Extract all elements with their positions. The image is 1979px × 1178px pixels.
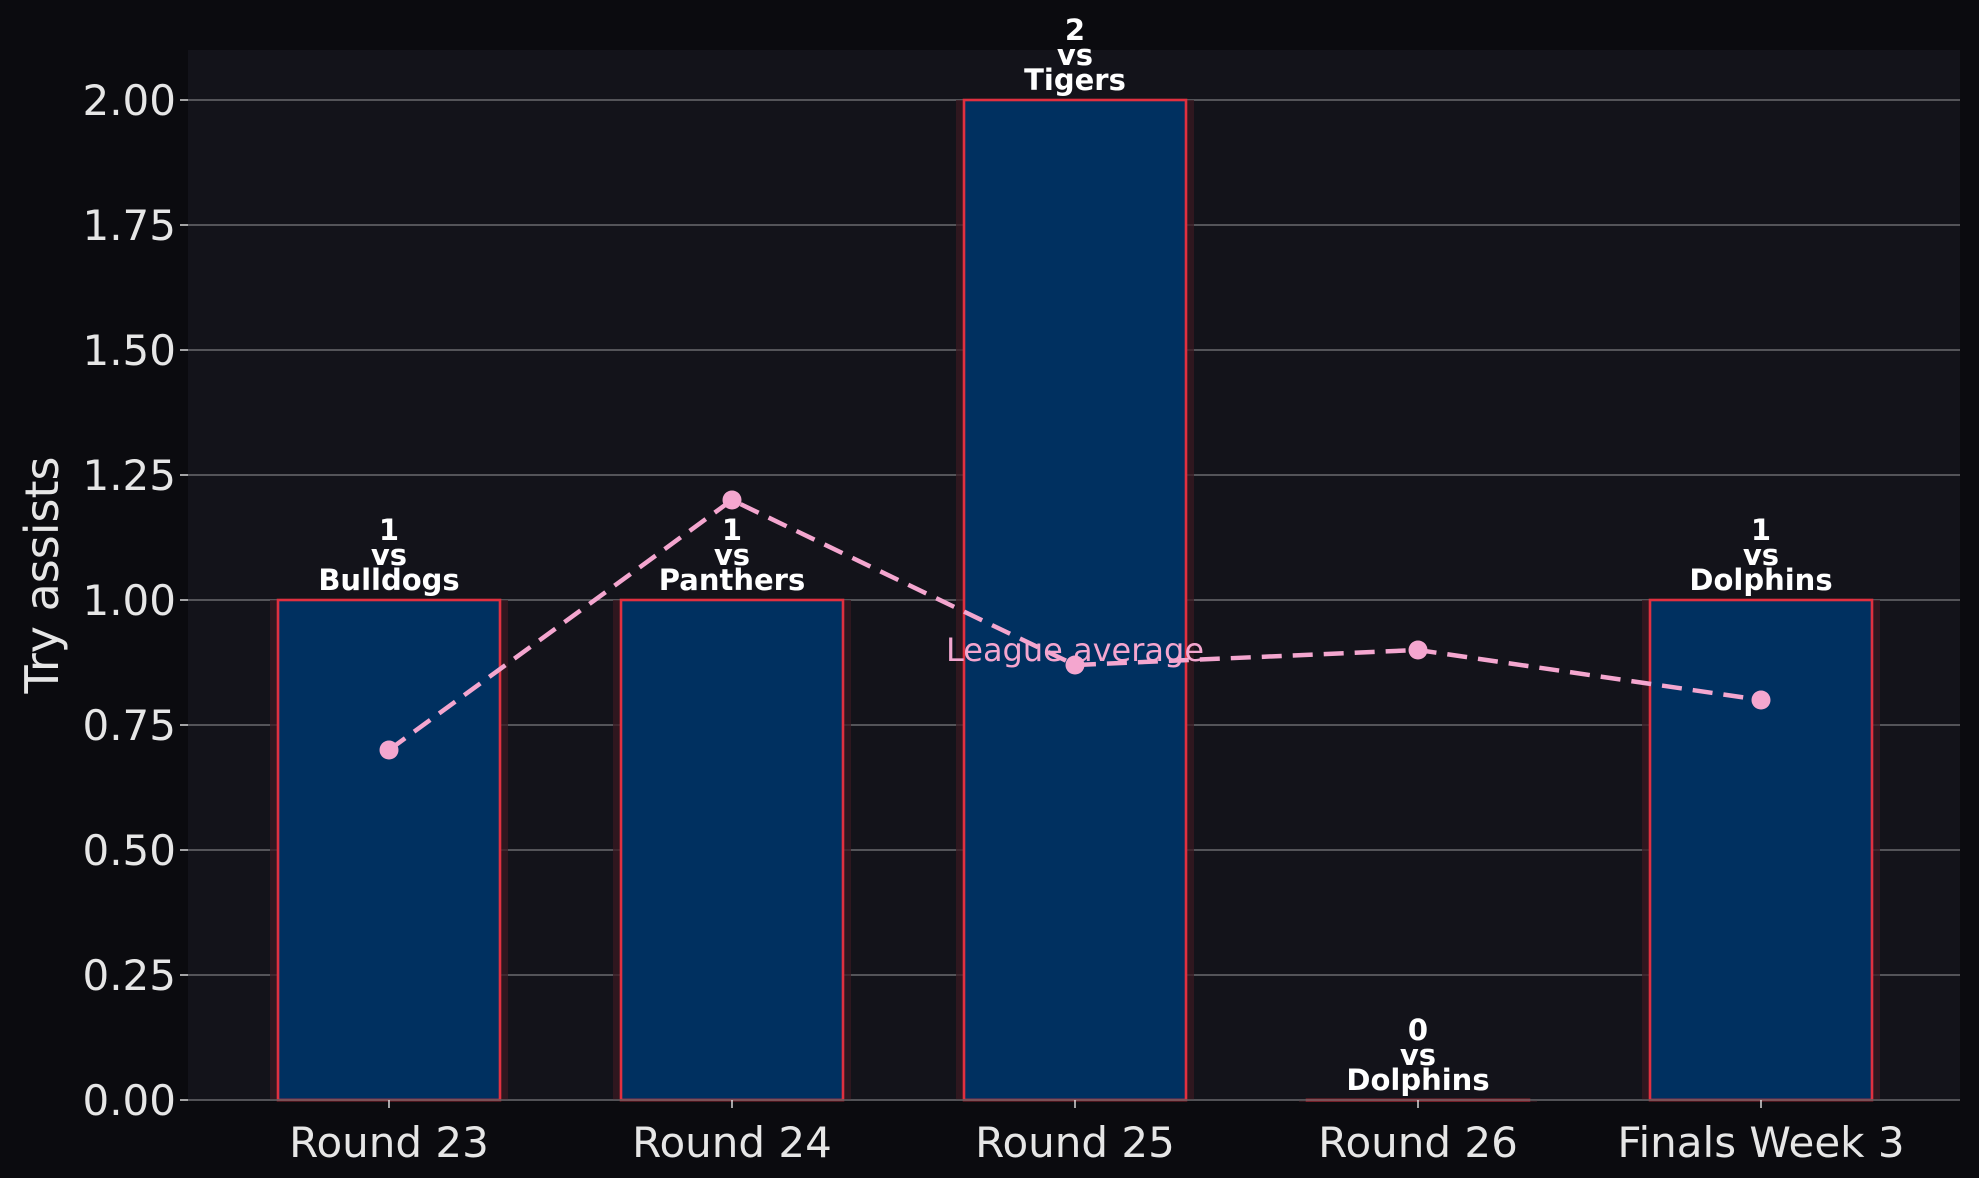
y-tick-label: 2.00 bbox=[82, 76, 176, 125]
y-tick-label: 1.75 bbox=[82, 201, 176, 250]
x-tick-label: Round 24 bbox=[632, 1118, 832, 1167]
bar-opponent-label: Panthers bbox=[659, 563, 805, 597]
y-tick-label: 0.75 bbox=[82, 701, 176, 750]
league-average-point bbox=[380, 741, 399, 760]
bar bbox=[621, 600, 843, 1100]
y-axis-label: Try assists bbox=[15, 457, 69, 695]
bar bbox=[278, 600, 500, 1100]
league-average-annotation: League average bbox=[946, 631, 1204, 669]
y-tick-label: 1.25 bbox=[82, 451, 176, 500]
x-tick-label: Round 25 bbox=[975, 1118, 1175, 1167]
y-tick-label: 0.50 bbox=[82, 826, 176, 875]
y-tick-label: 1.50 bbox=[82, 326, 176, 375]
x-tick-label: Round 26 bbox=[1318, 1118, 1518, 1167]
y-tick-label: 0.00 bbox=[82, 1076, 176, 1125]
league-average-point bbox=[723, 491, 742, 510]
bar-opponent-label: Dolphins bbox=[1346, 1063, 1489, 1097]
bar-opponent-label: Dolphins bbox=[1689, 563, 1832, 597]
y-tick-label: 1.00 bbox=[82, 576, 176, 625]
bar bbox=[964, 100, 1186, 1100]
x-tick-label: Finals Week 3 bbox=[1617, 1118, 1904, 1167]
league-average-point bbox=[1752, 691, 1771, 710]
y-tick-label: 0.25 bbox=[82, 951, 176, 1000]
league-average-point bbox=[1409, 641, 1428, 660]
bar-opponent-label: Bulldogs bbox=[318, 563, 459, 597]
bar bbox=[1650, 600, 1872, 1100]
x-tick-label: Round 23 bbox=[289, 1118, 489, 1167]
bar-opponent-label: Tigers bbox=[1024, 63, 1126, 97]
